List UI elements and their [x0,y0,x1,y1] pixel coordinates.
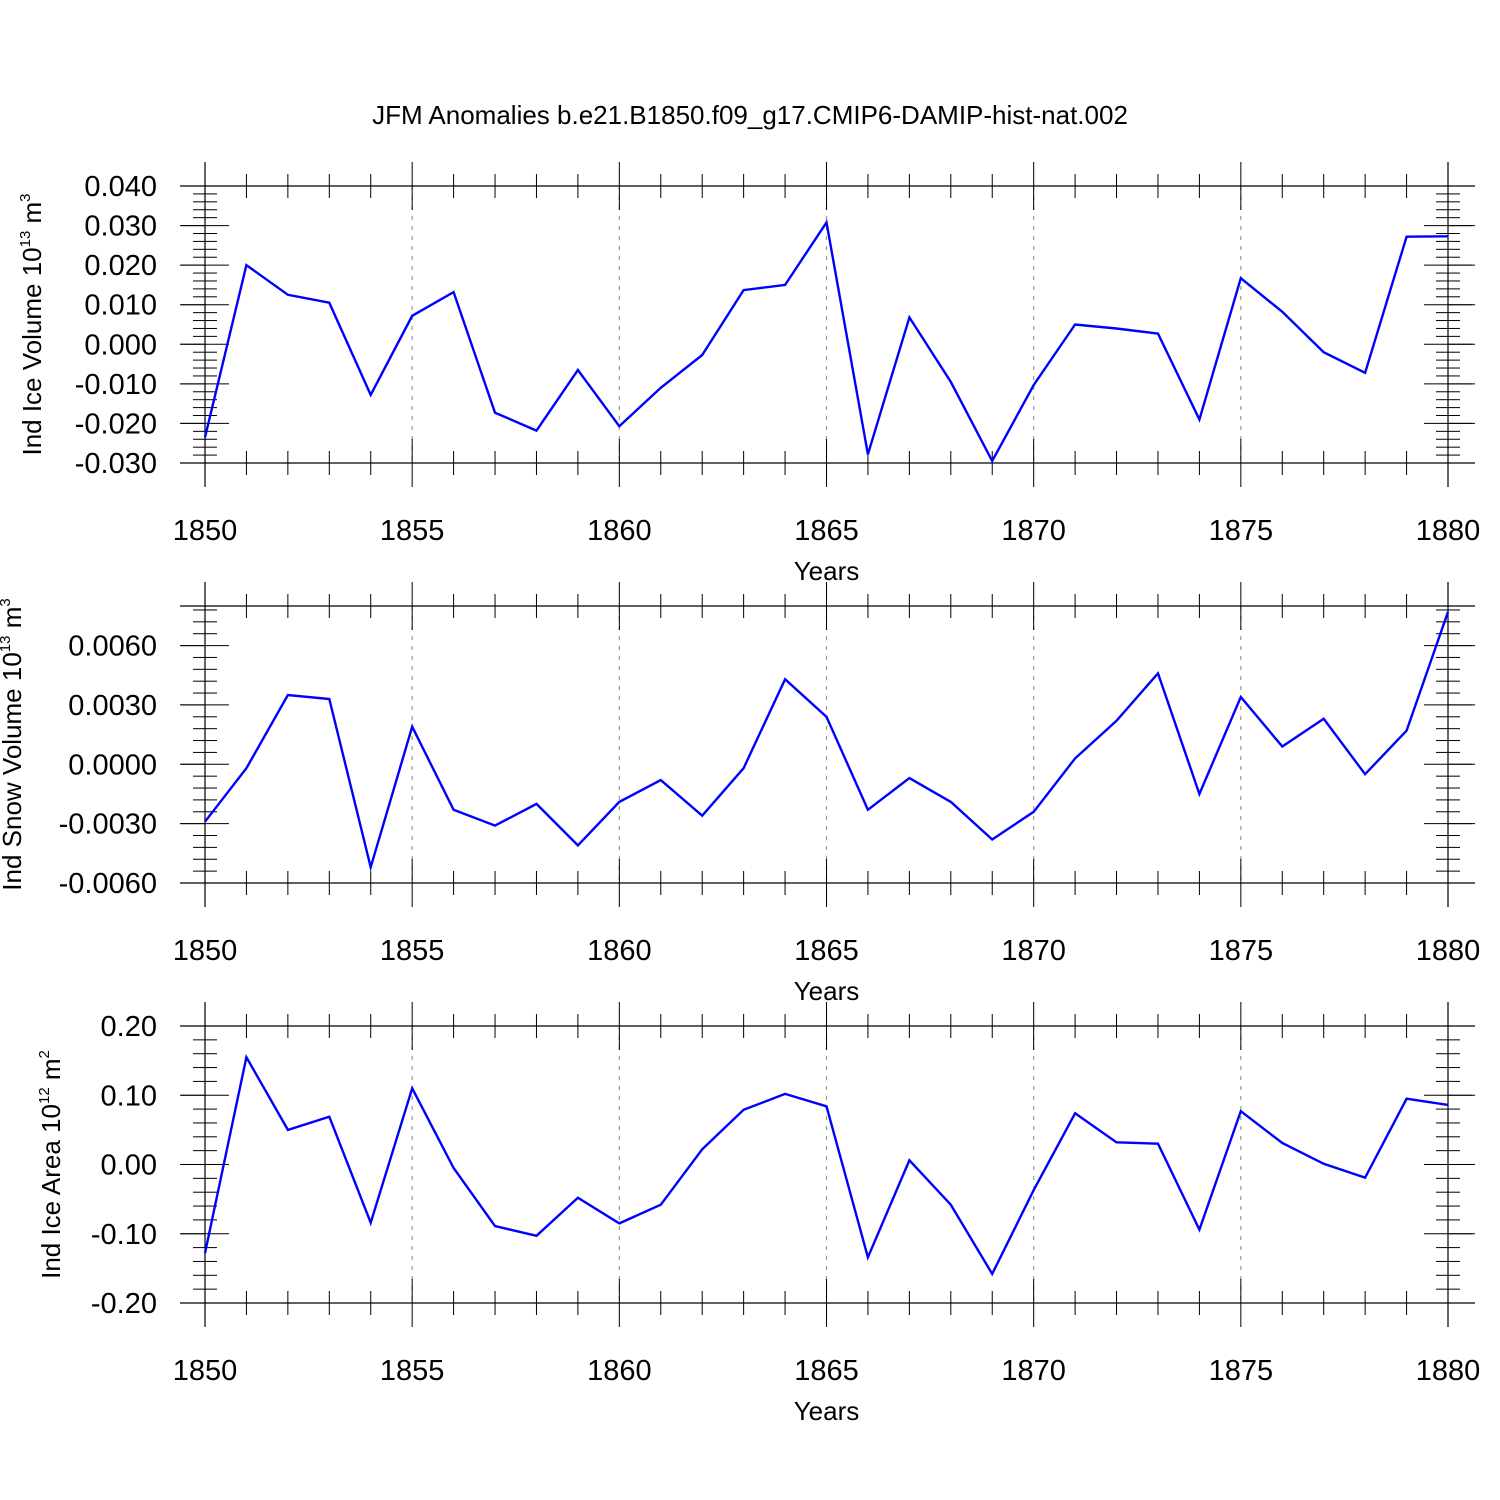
x-tick-label: 1870 [1001,515,1066,547]
x-tick-label: 1880 [1416,515,1481,547]
x-tick-label: 1875 [1209,935,1274,967]
y-tick-label: -0.20 [91,1288,157,1320]
x-tick-label: 1855 [380,935,445,967]
y-tick-label: 0.0030 [68,690,157,722]
x-tick-label: 1850 [173,1355,238,1387]
y-tick-label: -0.030 [75,448,157,480]
y-tick-label: 0.020 [84,250,157,282]
x-tick-label: 1865 [794,515,859,547]
x-tick-label: 1855 [380,515,445,547]
x-tick-label: 1865 [794,935,859,967]
panel-ice-area: -0.20 -0.10 0.00 0.10 0.20 1850 1855 1860 1865 18… [36,1002,1480,1426]
panel-ice-volume: -0.030 -0.020 -0.010 0.000 0.010 0.020 0.030 0.… [17,162,1480,586]
y-tick-label: -0.0030 [59,809,157,841]
y-tick-label: 0.000 [84,329,157,361]
x-tick-label: 1875 [1209,1355,1274,1387]
x-axis-label: Years [794,976,860,1006]
y-tick-label: 0.010 [84,290,157,322]
x-tick-label: 1850 [173,935,238,967]
x-tick-label: 1860 [587,1355,652,1387]
y-tick-label: 0.00 [101,1150,157,1182]
x-tick-label: 1870 [1001,1355,1066,1387]
y-tick-label: 0.040 [84,171,157,203]
y-tick-label: -0.010 [75,369,157,401]
x-tick-label: 1870 [1001,935,1066,967]
x-axis-label: Years [794,556,860,586]
y-tick-label: 0.10 [101,1080,157,1112]
y-tick-label: 0.20 [101,1011,157,1043]
y-tick-label: -0.020 [75,408,157,440]
x-axis-label: Years [794,1396,860,1426]
x-tick-label: 1860 [587,515,652,547]
y-axis-label: Ind Ice Area 1012 m2 [36,1050,66,1279]
y-axis-label: Ind Ice Volume 1013 m3 [17,193,47,455]
chart-title: JFM Anomalies b.e21.B1850.f09_g17.CMIP6-… [372,100,1128,130]
x-tick-label: 1860 [587,935,652,967]
x-tick-label: 1880 [1416,935,1481,967]
x-tick-label: 1855 [380,1355,445,1387]
x-tick-label: 1865 [794,1355,859,1387]
y-tick-label: 0.0000 [68,749,157,781]
y-tick-label: -0.10 [91,1219,157,1251]
y-axis-label: Ind Snow Volume 1013 m3 [0,598,27,890]
panel-snow-volume: -0.0060 -0.0030 0.0000 0.0030 0.0060 1850 1855… [0,582,1480,1006]
x-tick-label: 1875 [1209,515,1274,547]
y-tick-label: 0.030 [84,211,157,243]
x-tick-label: 1880 [1416,1355,1481,1387]
y-tick-label: 0.0060 [68,631,157,663]
y-tick-label: -0.0060 [59,868,157,900]
x-tick-label: 1850 [173,515,238,547]
